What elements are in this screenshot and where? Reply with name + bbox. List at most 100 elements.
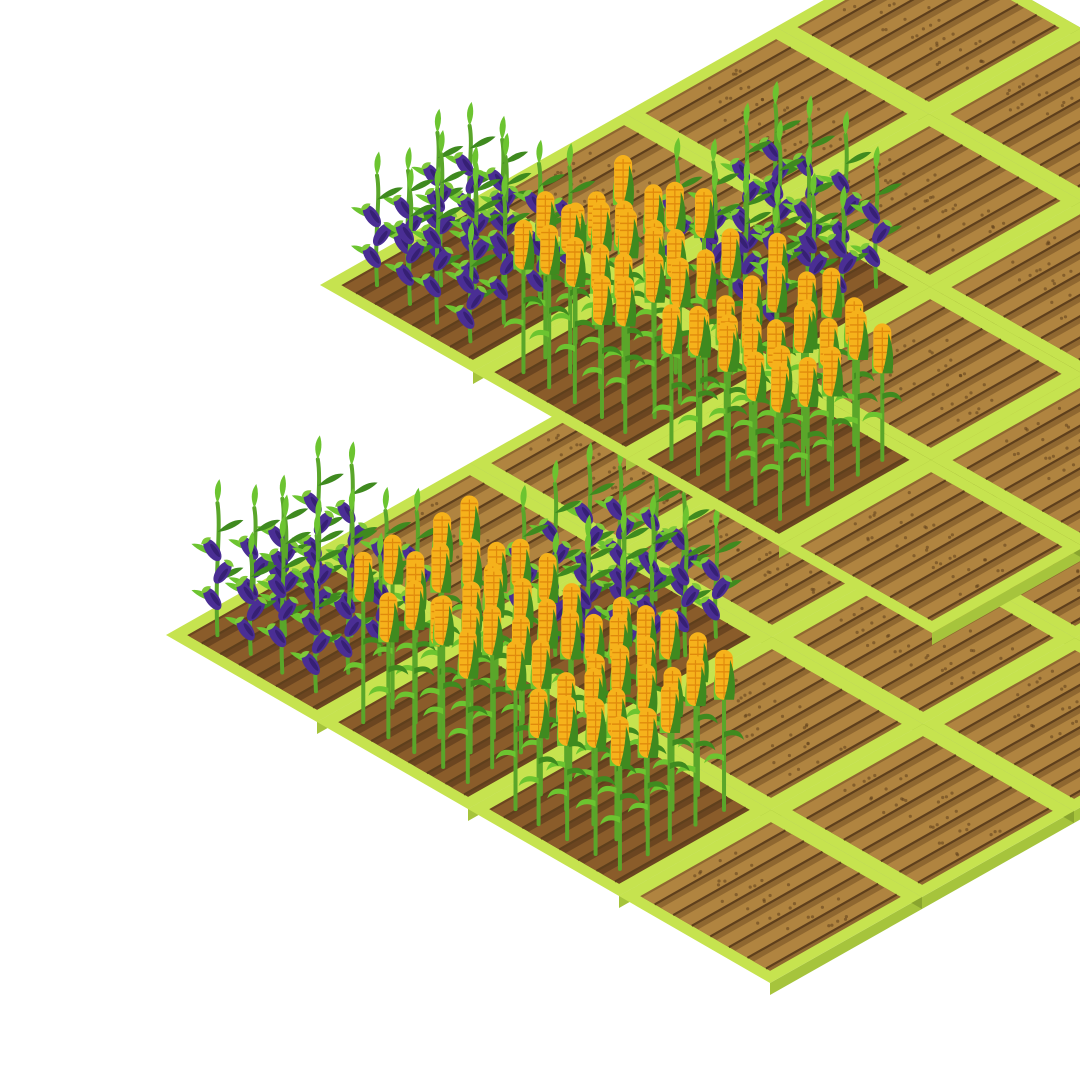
soil-furrow (1039, 755, 1080, 786)
soil-pebble (967, 822, 971, 826)
field-plot[interactable] (931, 374, 1080, 559)
eggplant-leaf (377, 187, 404, 200)
eggplant-shade (285, 577, 296, 591)
soil-pebble (967, 568, 971, 572)
eggplant-leaf (774, 182, 781, 207)
eggplant-leaf (520, 484, 527, 509)
eggplant-shade (402, 226, 413, 241)
soil-pebble (597, 452, 601, 456)
soil-pebble (830, 923, 834, 927)
eggplant-leaf (685, 544, 712, 557)
field-plot[interactable] (1075, 552, 1080, 737)
soil-furrow (534, 320, 678, 402)
corn-husk (882, 333, 894, 374)
eggplant-calyx (522, 189, 533, 197)
field-plot[interactable] (771, 724, 1074, 909)
eggplant-calyx (369, 537, 379, 545)
soil-pebble (1037, 93, 1041, 97)
eggplant-leaf (711, 167, 718, 192)
corn-husk (727, 331, 739, 372)
soil-pebble (786, 927, 790, 931)
corn-leaf (675, 765, 696, 776)
soil-pebble (904, 774, 908, 778)
eggplant-shade (708, 603, 719, 617)
soil-pebble (1065, 446, 1069, 450)
soil-pebble (601, 188, 605, 192)
soil-pebble (1059, 316, 1064, 320)
soil-pebble (734, 678, 738, 682)
eggplant-leaf (315, 595, 342, 608)
field-plot[interactable] (930, 201, 1080, 386)
eggplant-calyx (751, 250, 762, 258)
soil-pebble (1050, 735, 1054, 739)
soil-pebble (881, 28, 885, 32)
eggplant-calyx (223, 559, 234, 567)
soil-pebble (591, 456, 595, 460)
furrow-shadow (678, 57, 811, 134)
eggplant-calyx (634, 594, 645, 602)
eggplant-shade (441, 219, 452, 233)
corn-leaf (812, 439, 833, 449)
soil-pebble (785, 563, 790, 567)
field-plot[interactable] (779, 460, 1080, 645)
furrow-shadow (672, 840, 805, 917)
soil-pebble (1020, 102, 1024, 106)
eggplant-shade (210, 592, 221, 606)
field-plot[interactable] (923, 638, 1080, 823)
field-plot[interactable] (619, 810, 922, 995)
eggplant-leaf (407, 179, 434, 192)
soil-pebble (899, 777, 903, 781)
soil-pebble (977, 407, 981, 411)
eggplant-shade (678, 614, 688, 629)
field-plot[interactable] (929, 28, 1080, 213)
eggplant-leaf (845, 151, 872, 165)
eggplant-shade (838, 175, 849, 190)
eggplant-plant (850, 145, 903, 289)
eggplant-calyx (529, 563, 540, 571)
soil-pebble (943, 667, 948, 671)
eggplant-calyx (453, 190, 464, 198)
corn-husk (574, 246, 586, 287)
eggplant-leaf (842, 218, 869, 231)
soil-pebble (903, 17, 907, 21)
furrow-shadow (917, 807, 1050, 884)
furrow-shadow (659, 46, 792, 123)
eggplant-shade (843, 258, 854, 273)
soil-furrow (1046, 149, 1080, 176)
eggplant-calyx (299, 611, 310, 619)
eggplant-leaf (279, 474, 286, 499)
soil-pebble (1076, 569, 1080, 573)
soil-furrow (992, 433, 1080, 490)
soil-pebble (1035, 680, 1039, 684)
soil-pebble (838, 137, 842, 141)
soil-pebble (662, 501, 666, 505)
eggplant-calyx (301, 534, 312, 542)
eggplant-plant (191, 479, 244, 638)
soil-pebble (745, 734, 749, 739)
eggplant-leaf (713, 505, 720, 530)
soil-pebble (1017, 713, 1021, 717)
corn-leaf (707, 430, 728, 440)
corn-leaf (678, 414, 699, 425)
soil-pebble (839, 618, 843, 622)
corn-leaf (420, 649, 441, 660)
soil-pebble (843, 917, 848, 921)
soil-pebble (559, 171, 563, 175)
soil-furrow (1009, 107, 1080, 155)
eggplant-leaf (467, 221, 475, 246)
corn-leaf (705, 382, 726, 392)
soil-pebble (648, 181, 652, 185)
soil-furrow (953, 216, 1080, 296)
corn-plant (760, 362, 801, 522)
eggplant-shade (218, 568, 228, 582)
eggplant-calyx (819, 251, 830, 259)
furrow-shadow (886, 3, 1019, 80)
soil-pebble (924, 526, 928, 530)
soil-pebble (934, 561, 939, 565)
field-plot[interactable] (776, 0, 1080, 126)
corn-husk (832, 356, 843, 397)
soil-furrow (1047, 323, 1080, 349)
eggplant-leaf (806, 95, 813, 120)
furrow-shadow (1002, 98, 1080, 145)
corn-plant (862, 323, 903, 462)
